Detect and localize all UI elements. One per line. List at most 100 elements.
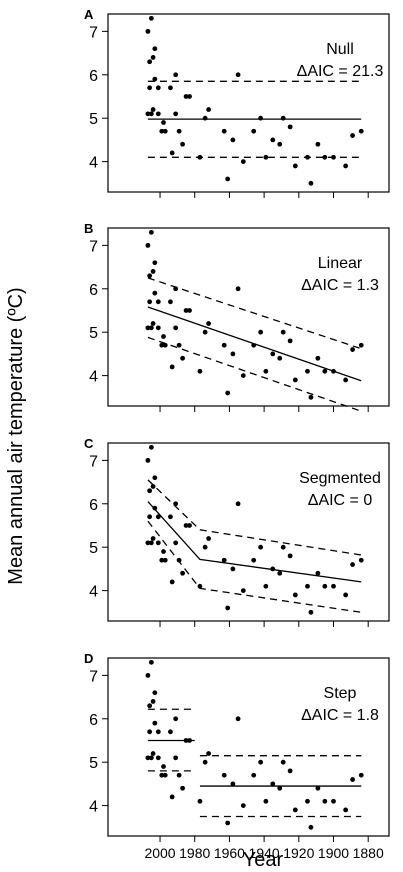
data-point bbox=[173, 325, 179, 331]
data-point bbox=[147, 703, 153, 709]
data-point bbox=[358, 557, 364, 563]
data-point bbox=[305, 583, 310, 589]
data-point bbox=[176, 342, 182, 348]
plot-frame bbox=[107, 227, 390, 407]
data-point bbox=[350, 133, 355, 138]
data-point bbox=[147, 299, 153, 305]
data-point bbox=[251, 128, 257, 134]
y-tick-label: 6 bbox=[89, 712, 98, 729]
data-point bbox=[148, 540, 154, 546]
data-point bbox=[161, 764, 166, 769]
upper-ci-line bbox=[147, 277, 362, 350]
delta-aic: ΔAIC = 1.8 bbox=[301, 707, 379, 724]
data-point bbox=[148, 111, 154, 117]
y-tick-label: 4 bbox=[89, 369, 98, 386]
y-axis-label: Mean annual air temperature (ºC) bbox=[5, 287, 27, 584]
model-name: Null bbox=[326, 41, 354, 58]
y-tick-label: 4 bbox=[89, 155, 98, 172]
data-point bbox=[150, 321, 156, 326]
data-point bbox=[315, 141, 321, 147]
panels: A 4 5 6 7 Null ΔAIC = 21.3 B 4 5 6 7 Linear ΔAIC = 1.… bbox=[84, 7, 390, 861]
data-point bbox=[155, 85, 161, 91]
data-point bbox=[322, 368, 328, 374]
data-point bbox=[148, 444, 154, 450]
data-point bbox=[258, 115, 264, 121]
data-point bbox=[305, 798, 310, 804]
data-point bbox=[147, 85, 153, 91]
data-point bbox=[152, 260, 158, 266]
data-point bbox=[277, 355, 283, 361]
data-point bbox=[180, 355, 185, 361]
data-point bbox=[331, 798, 336, 804]
data-point bbox=[240, 588, 246, 594]
data-point bbox=[180, 785, 185, 791]
panel-c: C 4 5 6 7 Segmented ΔAIC = 0 bbox=[84, 436, 390, 627]
data-point bbox=[202, 544, 208, 550]
data-point bbox=[173, 72, 179, 78]
data-point bbox=[287, 553, 293, 559]
plot-frame bbox=[107, 657, 390, 837]
data-point bbox=[152, 690, 158, 696]
data-point bbox=[221, 128, 227, 134]
data-point bbox=[152, 720, 158, 726]
data-point bbox=[155, 729, 161, 735]
data-point bbox=[187, 738, 192, 743]
x-tick-label: 1960 bbox=[214, 845, 245, 861]
data-point bbox=[235, 501, 241, 507]
data-point bbox=[150, 55, 156, 60]
data-point bbox=[235, 72, 241, 78]
data-point bbox=[230, 137, 236, 143]
y-tick-label: 7 bbox=[89, 668, 98, 685]
data-point bbox=[315, 355, 321, 361]
data-point bbox=[251, 342, 257, 348]
data-point bbox=[270, 137, 276, 143]
data-point bbox=[176, 128, 182, 134]
data-point bbox=[277, 570, 283, 576]
data-point bbox=[162, 342, 168, 348]
data-point bbox=[145, 28, 151, 34]
data-point bbox=[183, 523, 189, 528]
data-point bbox=[187, 94, 192, 99]
delta-aic: ΔAIC = 0 bbox=[308, 492, 373, 509]
data-point bbox=[148, 659, 154, 665]
data-point bbox=[258, 544, 264, 550]
data-point bbox=[225, 390, 231, 396]
data-point bbox=[197, 368, 203, 374]
y-tick-label: 7 bbox=[89, 238, 98, 255]
data-point bbox=[148, 755, 154, 761]
x-tick-label: 1900 bbox=[318, 845, 349, 861]
data-point bbox=[169, 579, 175, 585]
data-point bbox=[206, 321, 212, 326]
x-tick-label: 1880 bbox=[353, 845, 384, 861]
data-point bbox=[176, 772, 182, 778]
data-point bbox=[147, 488, 153, 494]
y-tick-label: 5 bbox=[89, 755, 98, 772]
data-point bbox=[277, 785, 283, 791]
data-point bbox=[169, 150, 175, 156]
data-point bbox=[350, 777, 355, 782]
data-point bbox=[197, 798, 203, 804]
data-point bbox=[161, 549, 166, 554]
data-point bbox=[161, 120, 166, 125]
data-point bbox=[202, 115, 208, 121]
data-point bbox=[150, 484, 156, 489]
x-tick-label: 1920 bbox=[283, 845, 314, 861]
y-tick-label: 4 bbox=[89, 584, 98, 601]
data-point bbox=[197, 154, 203, 160]
data-point bbox=[343, 807, 349, 813]
data-point bbox=[159, 342, 165, 348]
data-point bbox=[150, 269, 156, 274]
data-point bbox=[159, 557, 165, 563]
y-tick-label: 5 bbox=[89, 325, 98, 342]
data-point bbox=[145, 325, 151, 331]
data-point bbox=[292, 377, 298, 383]
data-point bbox=[173, 286, 179, 292]
data-point bbox=[176, 557, 182, 563]
data-point bbox=[183, 94, 189, 99]
data-point bbox=[168, 729, 173, 735]
data-point bbox=[150, 107, 156, 112]
data-point bbox=[152, 76, 158, 82]
data-point bbox=[343, 377, 349, 383]
data-point bbox=[331, 583, 336, 589]
data-point bbox=[331, 368, 336, 374]
